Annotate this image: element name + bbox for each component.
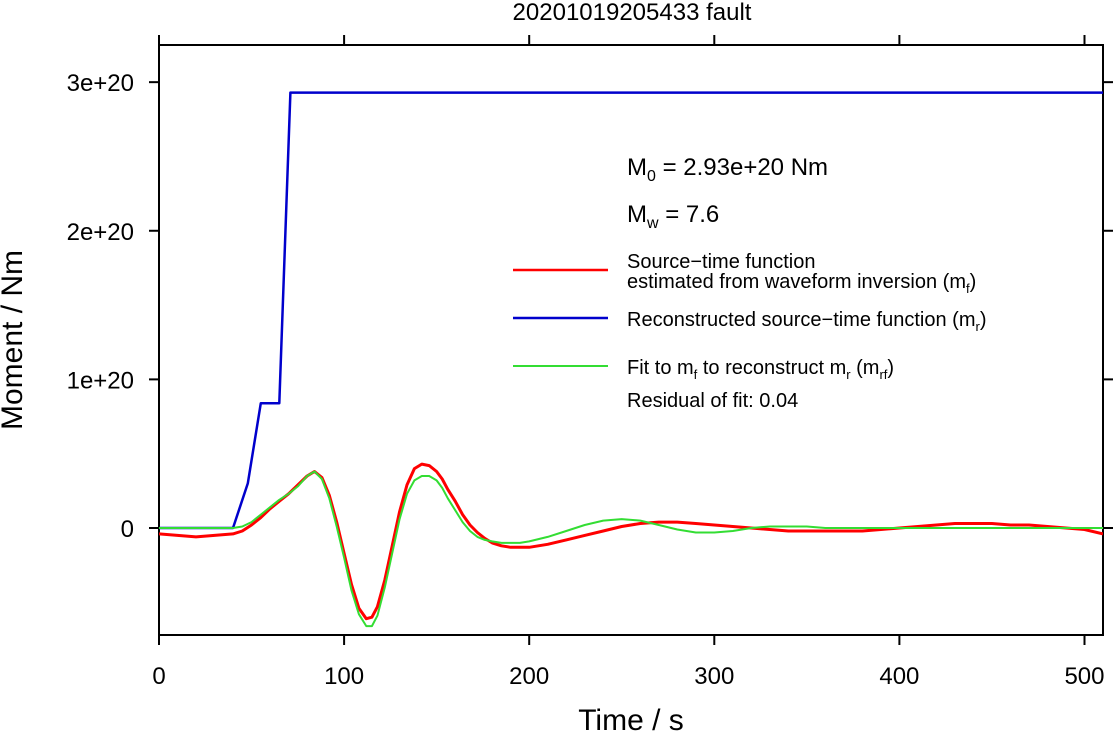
- m0-subscript: 0: [647, 168, 656, 185]
- x-tick-label: 500: [1064, 663, 1104, 690]
- x-axis: 0 100 200 300 400 500: [152, 35, 1105, 690]
- m0-value: = 2.93e+20 Nm: [656, 154, 828, 181]
- legend-label-mf-text: estimated from waveform inversion (m: [627, 271, 966, 293]
- chart-title: 20201019205433 fault: [513, 0, 752, 26]
- series-line-mf: [159, 462, 1103, 621]
- mw-symbol: M: [627, 201, 647, 228]
- legend-label-mf-line1: Source−time function: [627, 251, 815, 273]
- x-tick-label: 400: [879, 663, 919, 690]
- y-tick-label: 2e+20: [67, 219, 134, 246]
- legend-label-mrf-text2: to reconstruct m: [697, 357, 846, 379]
- legend-label-mf-line2: estimated from waveform inversion (mf): [627, 271, 976, 296]
- y-tick-label: 0: [121, 516, 134, 543]
- x-tick-label: 100: [324, 663, 364, 690]
- mw-annotation: Mw = 7.6: [627, 201, 719, 232]
- x-tick-label: 300: [694, 663, 734, 690]
- series-group: [159, 91, 1103, 628]
- legend-label-mrf-text3: (m: [851, 357, 880, 379]
- y-axis-label: Moment / Nm: [0, 250, 29, 430]
- legend: Source−time function estimated from wave…: [513, 251, 987, 412]
- legend-label-mr-text: Reconstructed source−time function (m: [627, 309, 976, 331]
- series-line-mrf: [159, 470, 1103, 628]
- y-axis: 0 1e+20 2e+20 3e+20: [67, 70, 1113, 543]
- y-tick-label: 1e+20: [67, 367, 134, 394]
- m0-symbol: M: [627, 154, 647, 181]
- legend-label-mrf-text1: Fit to m: [627, 357, 694, 379]
- legend-label-mf-sub: f: [966, 281, 970, 296]
- legend-label-mr: Reconstructed source−time function (mr): [627, 309, 987, 334]
- mw-subscript: w: [646, 215, 659, 232]
- y-tick-label: 3e+20: [67, 70, 134, 97]
- legend-label-mr-end: ): [980, 309, 987, 331]
- legend-label-mf-end: ): [970, 271, 977, 293]
- x-tick-label: 0: [152, 663, 165, 690]
- legend-label-mrf-sub1: f: [694, 367, 698, 382]
- series-line-mr: [159, 91, 1103, 530]
- x-axis-label: Time / s: [578, 704, 684, 736]
- m0-annotation: M0 = 2.93e+20 Nm: [627, 154, 828, 185]
- legend-label-mrf-sub2: r: [846, 367, 851, 382]
- legend-label-mrf-sub3: rf: [879, 367, 887, 382]
- plot-frame: [158, 44, 1104, 636]
- residual-annotation: Residual of fit: 0.04: [627, 390, 798, 412]
- mw-value: = 7.6: [659, 201, 720, 228]
- legend-label-mr-sub: r: [976, 319, 981, 334]
- legend-label-mrf: Fit to mf to reconstruct mr (mrf): [627, 357, 894, 382]
- legend-label-mrf-end: ): [887, 357, 894, 379]
- x-tick-label: 200: [509, 663, 549, 690]
